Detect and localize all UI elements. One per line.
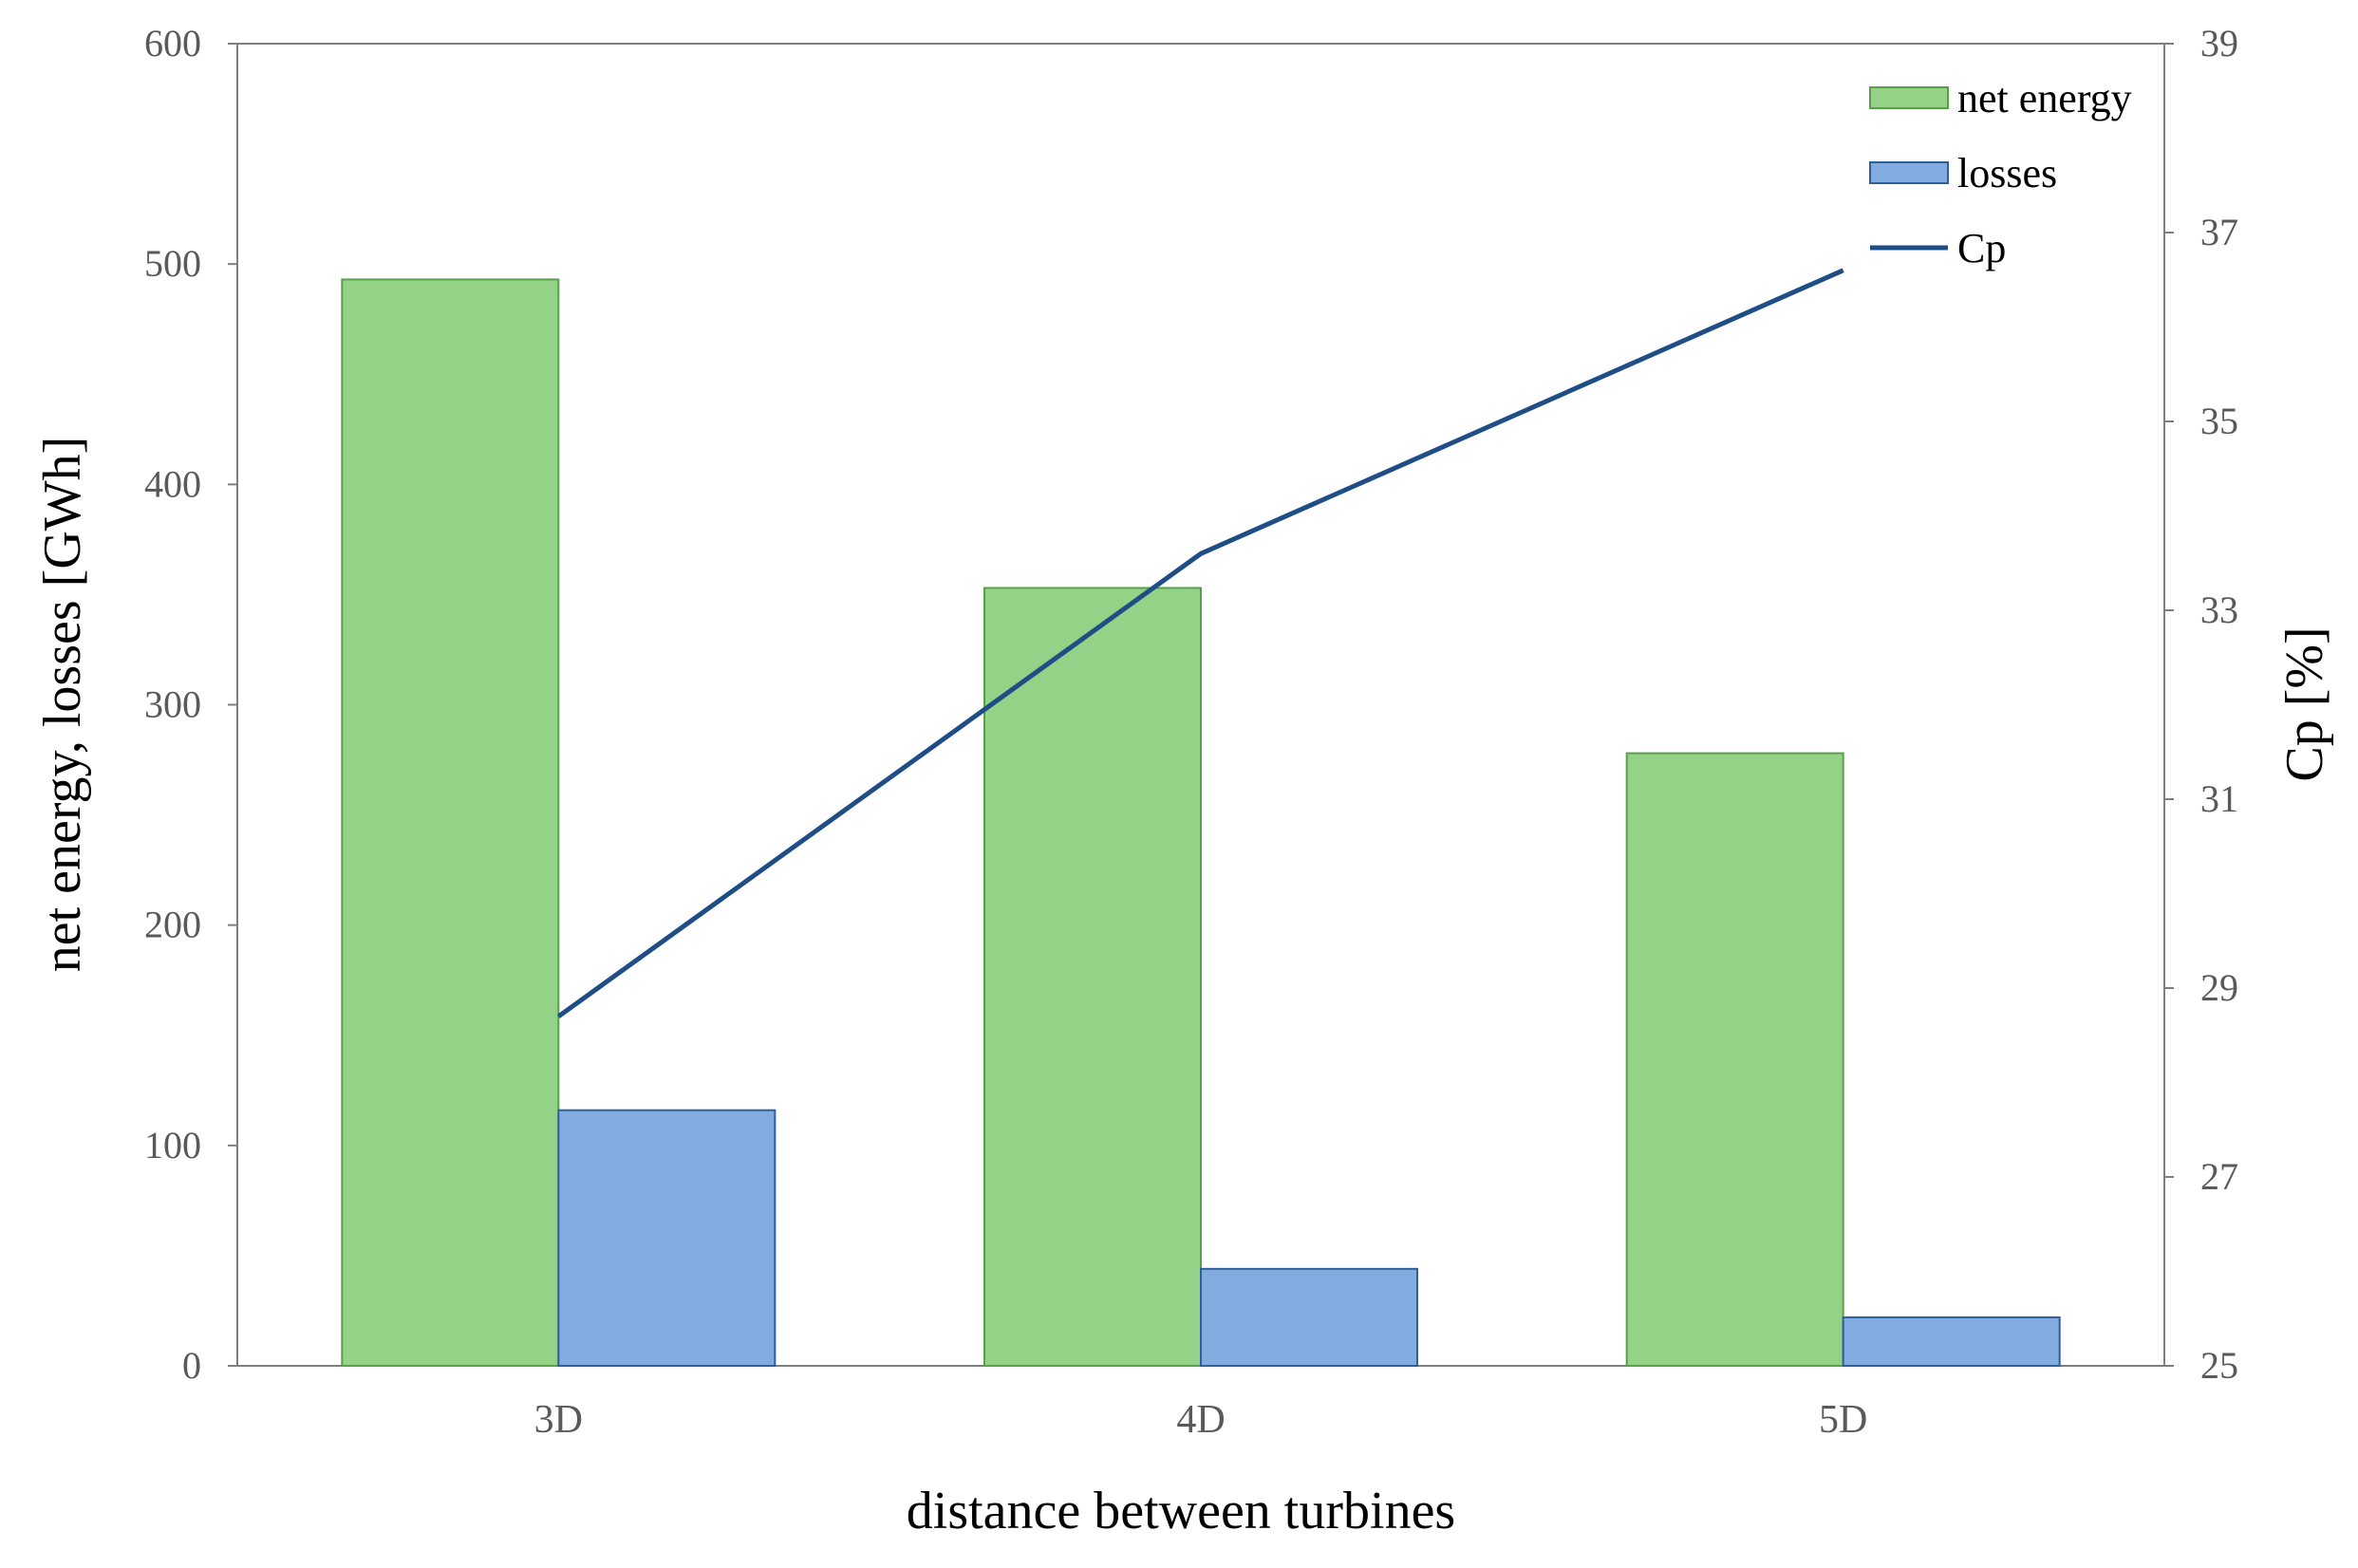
y2-tick-label-31: 31 bbox=[2200, 777, 2238, 820]
bar-losses-4D bbox=[1201, 1269, 1417, 1366]
y-tick-label-600: 600 bbox=[144, 22, 201, 65]
category-labels: 3D 4D 5D bbox=[534, 1398, 1868, 1442]
legend-swatch-net-energy bbox=[1870, 87, 1948, 108]
bars-layer bbox=[342, 279, 2059, 1366]
x-tick-label-5D: 5D bbox=[1819, 1398, 1867, 1442]
y-tick-label-0: 0 bbox=[182, 1344, 201, 1387]
y2-tick-label-35: 35 bbox=[2200, 400, 2238, 442]
x-tick-label-3D: 3D bbox=[534, 1398, 583, 1442]
y-tick-label-100: 100 bbox=[144, 1124, 201, 1167]
legend-label-net-energy: net energy bbox=[1957, 75, 2132, 121]
y-tick-label-500: 500 bbox=[144, 242, 201, 285]
legend-swatch-losses bbox=[1870, 162, 1948, 183]
y2-axis-title: Cp [%] bbox=[2275, 626, 2334, 781]
y2-tick-label-29: 29 bbox=[2200, 966, 2238, 1009]
y2-tick-label-37: 37 bbox=[2200, 211, 2238, 253]
y2-tick-label-25: 25 bbox=[2200, 1344, 2238, 1387]
legend: net energy losses Cp bbox=[1870, 75, 2132, 271]
bar-losses-5D bbox=[1843, 1317, 2060, 1366]
y-tick-label-200: 200 bbox=[144, 904, 201, 946]
legend-label-Cp: Cp bbox=[1957, 225, 2006, 271]
bar-net-energy-3D bbox=[342, 279, 558, 1366]
x-axis-title: distance between turbines bbox=[907, 1482, 1455, 1540]
bar-net-energy-4D bbox=[984, 588, 1201, 1366]
y2-tick-label-27: 27 bbox=[2200, 1155, 2238, 1198]
y2-tick-label-39: 39 bbox=[2200, 22, 2238, 65]
y2-tick-label-33: 33 bbox=[2200, 588, 2238, 631]
y-axis-title: net energy, losses [GWh] bbox=[33, 437, 92, 973]
bar-net-energy-5D bbox=[1627, 754, 1843, 1366]
y-tick-label-300: 300 bbox=[144, 683, 201, 726]
x-tick-label-4D: 4D bbox=[1176, 1398, 1225, 1442]
bar-losses-3D bbox=[558, 1111, 775, 1366]
y-tick-label-400: 400 bbox=[144, 462, 201, 505]
legend-label-losses: losses bbox=[1957, 150, 2057, 196]
